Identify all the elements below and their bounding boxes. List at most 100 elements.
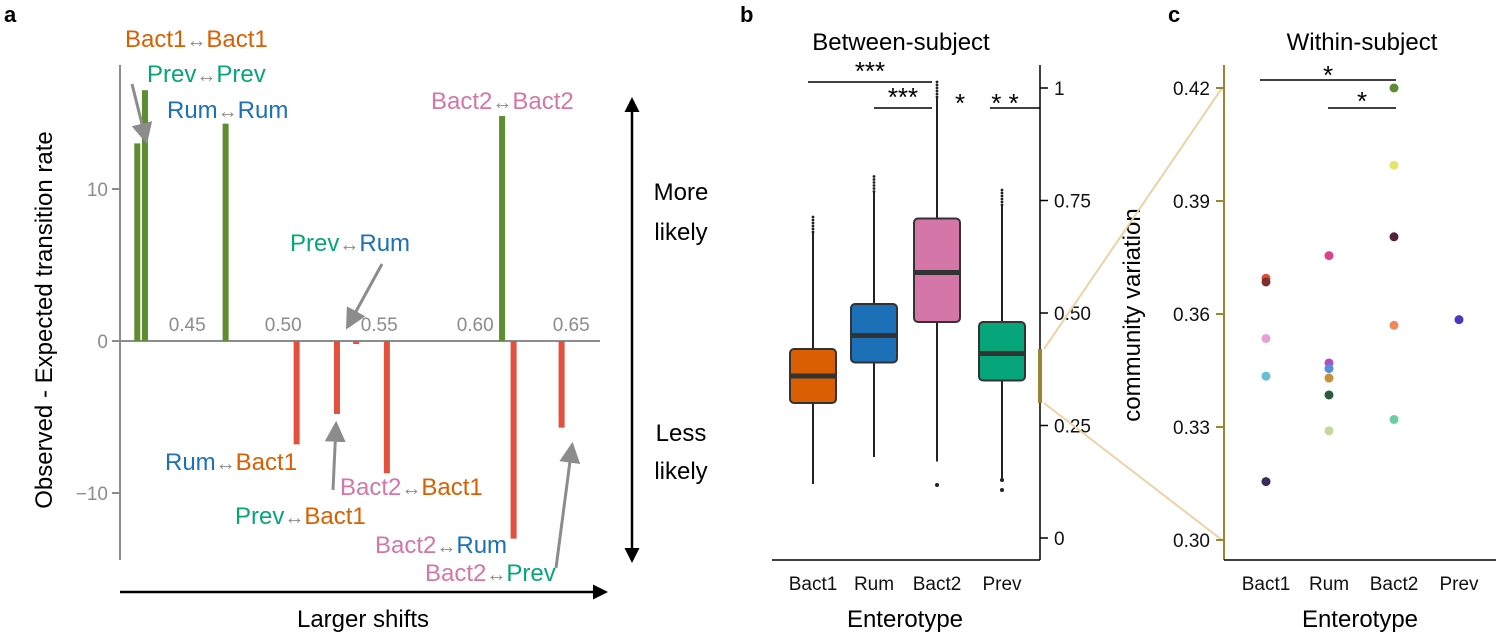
- bar-bact2-prev: [558, 341, 565, 428]
- panel-b-xlabel: Enterotype: [847, 606, 963, 633]
- outlier-point: [872, 175, 876, 178]
- transition-label-bact2-prev: Bact2↔Prev: [425, 560, 556, 587]
- transition-label-bact1-bact1: Bact1↔Bact1: [125, 26, 268, 53]
- panel-a-ylabel: Observed - Expected transition rate: [31, 131, 58, 509]
- outlier-point: [872, 181, 876, 184]
- subject-point-bact2: [1389, 160, 1399, 170]
- bar-prev-rum: [353, 341, 360, 345]
- outlier-point: [935, 80, 939, 84]
- transition-label-prev-bact1: Prev↔Bact1: [235, 503, 366, 530]
- panel-b-y-tick-label: 1: [1054, 79, 1065, 100]
- outlier-point: [872, 190, 876, 193]
- outlier-point: [1000, 478, 1004, 482]
- panel-a-xlabel: Larger shifts: [297, 606, 429, 633]
- bar-prev-prev: [141, 90, 148, 341]
- panel-c: Within-subject 0.30 0.33 0.36 0.39 0.42 Bact1…: [1173, 29, 1496, 633]
- transition-label-bact2-bact2: Bact2↔Bact2: [431, 88, 574, 115]
- panel-a-y-tick-label: 10: [87, 180, 108, 201]
- transition-label-bact2-rum: Bact2↔Rum: [375, 532, 507, 559]
- transition-label-prev-prev: Prev↔Prev: [147, 61, 266, 88]
- panel-a-x-tick-label: 0.45: [169, 315, 206, 336]
- subject-point-bact2: [1389, 232, 1399, 242]
- panel-c-y-tick-label: 0.39: [1173, 192, 1210, 213]
- subject-point-prev: [1454, 315, 1464, 325]
- label-pointer-arrow: [345, 263, 384, 330]
- bar-bact2-rum: [510, 341, 517, 539]
- outlier-point: [1000, 188, 1004, 192]
- bar-rum-bact1: [293, 341, 300, 445]
- sig-label: ***: [855, 56, 885, 86]
- panel-label-a: a: [4, 2, 17, 27]
- sig-label: * *: [991, 88, 1018, 118]
- panel-a: 0.45 0.50 0.55 0.60 0.65 −10 0 10 Bact1↔Bact1 Pr…: [31, 26, 708, 633]
- outlier-point: [935, 92, 939, 96]
- outlier-point: [811, 227, 815, 231]
- outlier-point: [811, 221, 815, 225]
- more-likely-line1: More: [654, 179, 709, 206]
- sig-label: *: [1323, 60, 1333, 90]
- outlier-point: [811, 224, 815, 228]
- panel-b-y-tick-label: 0.75: [1054, 192, 1091, 213]
- subject-point-bact1: [1261, 477, 1271, 487]
- sig-label: *: [1357, 86, 1367, 116]
- panel-c-y-tick-label: 0.42: [1173, 79, 1210, 100]
- transition-label-rum-rum: Rum↔Rum: [167, 97, 288, 124]
- panel-a-y-tick-label: −10: [76, 484, 108, 505]
- panel-b-ylabel: community variation: [1119, 208, 1146, 421]
- panel-b: Between-subject Bact1 Rum Bact2 Prev ******…: [772, 29, 1223, 633]
- sig-label: *: [955, 88, 965, 118]
- panel-b-y-tick-label: 0: [1054, 529, 1065, 550]
- subject-point-bact2: [1389, 414, 1399, 424]
- transition-label-bact2-bact1: Bact2↔Bact1: [340, 474, 483, 501]
- panel-b-x-tick-label: Rum: [854, 574, 894, 595]
- outlier-point: [935, 89, 939, 93]
- panel-label-c: c: [1168, 2, 1180, 27]
- outlier-point: [935, 86, 939, 90]
- outlier-point: [872, 187, 876, 190]
- bar-bact1-bact1: [134, 143, 141, 341]
- outlier-point: [1000, 194, 1004, 198]
- panel-label-b: b: [740, 2, 753, 27]
- bar-prev-bact1: [333, 341, 340, 414]
- panel-c-x-tick-label: Bact2: [1370, 574, 1419, 595]
- outlier-point: [935, 83, 939, 87]
- outlier-point: [811, 215, 815, 219]
- panel-c-x-tick-label: Prev: [1439, 574, 1479, 595]
- outlier-point: [935, 95, 939, 99]
- outlier-point: [811, 230, 815, 234]
- subject-point-bact1: [1261, 333, 1271, 343]
- outlier-point: [1000, 191, 1004, 195]
- transition-label-prev-rum: Prev↔Rum: [290, 230, 410, 257]
- panel-b-x-tick-label: Prev: [982, 574, 1022, 595]
- more-likely-line2: likely: [654, 219, 707, 246]
- panel-c-xlabel: Enterotype: [1302, 606, 1418, 633]
- panel-a-x-tick-label: 0.65: [553, 315, 590, 336]
- subject-point-bact2: [1389, 83, 1399, 93]
- sig-label: ***: [888, 82, 918, 112]
- zoom-line-bottom: [1043, 402, 1223, 541]
- panel-a-x-tick-label: 0.50: [265, 315, 302, 336]
- outlier-point: [872, 184, 876, 187]
- outlier-point: [811, 218, 815, 222]
- outlier-point: [1000, 203, 1004, 207]
- panel-c-title: Within-subject: [1287, 29, 1438, 56]
- outlier-point: [872, 178, 876, 181]
- transition-label-rum-bact1: Rum↔Bact1: [165, 449, 297, 476]
- bar-rum-rum: [222, 123, 229, 341]
- outlier-point: [1000, 488, 1004, 492]
- panel-c-x-tick-label: Bact1: [1242, 574, 1291, 595]
- outlier-point: [1000, 197, 1004, 201]
- subject-point-rum: [1324, 251, 1334, 261]
- label-pointer-arrow: [324, 420, 346, 491]
- less-likely-line2: likely: [654, 458, 707, 485]
- subject-point-bact1: [1261, 277, 1271, 287]
- bar-bact2-bact1: [383, 341, 390, 474]
- panel-a-y-tick-label: 0: [97, 332, 108, 353]
- subject-point-bact2: [1389, 320, 1399, 330]
- subject-point-rum: [1324, 364, 1334, 374]
- panel-b-x-tick-label: Bact1: [789, 574, 838, 595]
- less-likely-line1: Less: [656, 420, 707, 447]
- subject-point-rum: [1324, 373, 1334, 383]
- bar-bact2-bact2: [499, 116, 506, 341]
